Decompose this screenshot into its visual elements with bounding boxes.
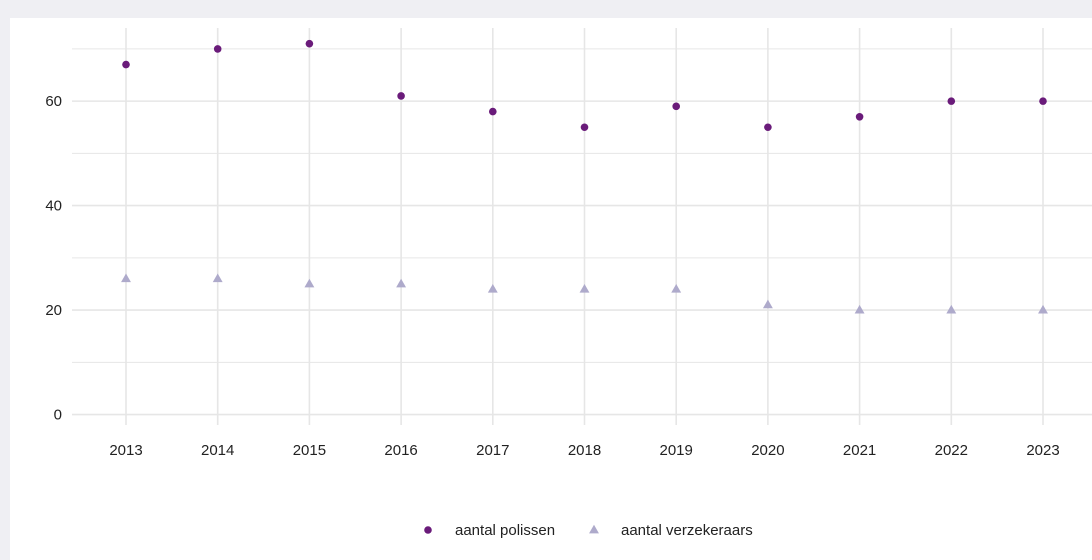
point-verzekeraars: [579, 283, 590, 293]
legend-key-circle: [424, 526, 432, 534]
point-polissen: [580, 123, 589, 132]
point-polissen: [1039, 97, 1047, 105]
point-verzekeraars: [854, 304, 865, 314]
x-tick-label: 2021: [843, 442, 876, 459]
point-polissen: [213, 45, 222, 53]
point-verzekeraars: [946, 304, 957, 314]
data-points: [121, 39, 1048, 314]
point-verzekeraars: [212, 273, 223, 283]
y-tick-label: 60: [45, 93, 62, 110]
x-tick-label: 2022: [935, 442, 968, 459]
minor-gridlines: [72, 48, 1092, 363]
x-tick-label: 2014: [201, 442, 234, 459]
legend-label: aantal verzekeraars: [621, 522, 753, 539]
point-verzekeraars: [396, 278, 407, 288]
point-polissen: [489, 107, 497, 116]
x-tick-label: 2016: [384, 442, 417, 459]
legend-label: aantal polissen: [455, 522, 555, 539]
x-tick-label: 2020: [751, 442, 784, 459]
point-polissen: [855, 113, 864, 121]
x-tick-label: 2013: [109, 442, 142, 459]
chart-panel: 0 20 40 60 2013 2014 2015 2016 2017 2018 2019 2020…: [10, 18, 1092, 560]
x-tick-label: 2015: [293, 442, 326, 459]
y-tick-label: 20: [45, 302, 62, 319]
point-verzekeraars: [1038, 304, 1048, 314]
major-gridlines: [72, 28, 1092, 425]
point-verzekeraars: [121, 273, 131, 283]
point-verzekeraars: [762, 299, 773, 309]
point-verzekeraars: [671, 283, 682, 293]
legend: aantal polissen aantal verzekeraars: [424, 522, 753, 539]
point-polissen: [397, 92, 405, 100]
x-tick-label: 2018: [568, 442, 601, 459]
y-axis-tick-labels: 0 20 40 60: [45, 93, 62, 423]
point-verzekeraars: [304, 278, 315, 288]
x-axis-tick-labels: 2013 2014 2015 2016 2017 2018 2019 2020 2021 2022…: [109, 442, 1059, 459]
point-polissen: [764, 123, 772, 132]
y-tick-label: 40: [45, 198, 62, 215]
point-polissen: [305, 39, 314, 48]
point-polissen: [672, 102, 680, 111]
legend-key-triangle: [589, 524, 599, 534]
y-tick-label: 0: [54, 407, 62, 424]
x-tick-label: 2017: [476, 442, 509, 459]
x-tick-label: 2023: [1026, 442, 1059, 459]
x-tick-label: 2019: [660, 442, 693, 459]
scatter-chart: 0 20 40 60 2013 2014 2015 2016 2017 2018 2019 2020…: [45, 28, 1092, 539]
point-verzekeraars: [487, 283, 498, 293]
point-polissen: [122, 60, 130, 69]
point-polissen: [947, 97, 956, 105]
